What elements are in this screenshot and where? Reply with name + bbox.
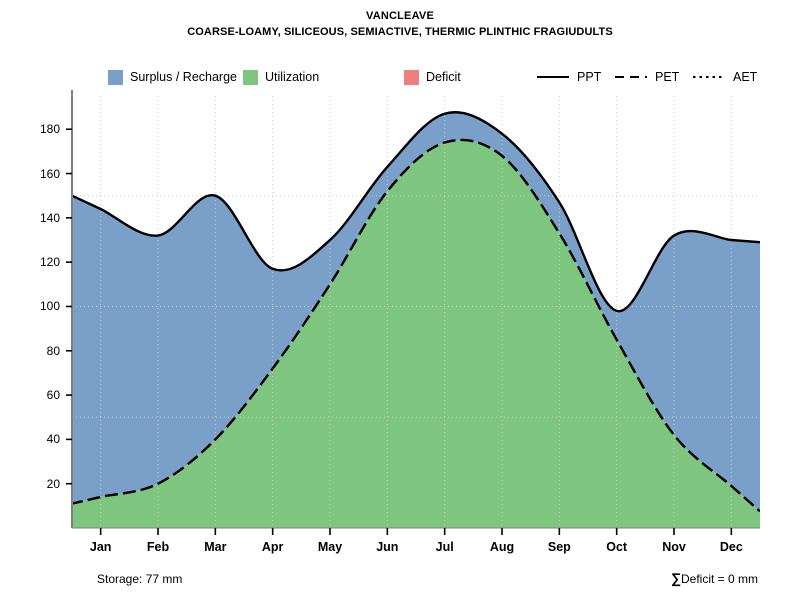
y-axis-tick: 180	[39, 122, 60, 137]
legend-item-aet: AET	[693, 66, 757, 88]
legend-label-pet: PET	[655, 70, 680, 84]
storage-note: Storage: 77 mm	[97, 572, 183, 586]
x-axis-tick: Jan	[89, 540, 112, 554]
ppt-line-icon	[537, 76, 569, 78]
x-axis-tick: Feb	[146, 540, 170, 554]
legend-item-pet: PET	[615, 66, 679, 88]
x-axis-tick: Mar	[204, 540, 227, 554]
x-axis-tick: Aug	[489, 540, 515, 554]
legend-label-ppt: PPT	[577, 70, 602, 84]
pet-line-icon	[615, 76, 647, 78]
legend-item-utilization: Utilization	[243, 66, 319, 88]
sigma-icon: ∑	[671, 570, 681, 586]
deficit-note-text: Deficit = 0 mm	[680, 572, 758, 586]
legend-label-surplus: Surplus / Recharge	[130, 70, 238, 84]
chart-title-line1: VANCLEAVE	[365, 10, 434, 22]
y-axis-tick: 160	[39, 166, 60, 181]
legend-swatch-deficit	[404, 69, 419, 85]
chart-subtitle: COARSE-LOAMY, SILICEOUS, SEMIACTIVE, THE…	[187, 26, 613, 38]
legend-label-deficit: Deficit	[426, 70, 461, 84]
y-axis-tick: 40	[46, 432, 60, 447]
x-axis-tick: May	[317, 540, 343, 554]
legend-item-deficit: Deficit	[404, 66, 461, 88]
deficit-note: ∑Deficit = 0 mm	[671, 570, 758, 586]
y-axis-tick: 20	[46, 476, 60, 491]
legend-item-surplus: Surplus / Recharge	[108, 66, 237, 88]
legend-label-utilization: Utilization	[265, 70, 320, 84]
chart-legend: Surplus / Recharge Utilization Deficit P…	[0, 66, 800, 88]
legend-item-ppt: PPT	[537, 66, 601, 88]
legend-swatch-utilization	[243, 69, 258, 85]
x-axis-tick: Nov	[662, 540, 686, 554]
chart-title: VANCLEAVE COARSE-LOAMY, SILICEOUS, SEMIA…	[0, 8, 800, 40]
x-axis-tick: Sep	[547, 540, 571, 554]
y-axis-tick: 60	[46, 388, 60, 403]
y-axis-tick: 100	[39, 299, 60, 314]
y-axis-tick: 120	[39, 255, 60, 270]
x-axis-tick: Jul	[435, 540, 454, 554]
x-axis-tick: Apr	[261, 540, 284, 554]
x-axis-tick: Dec	[719, 540, 743, 554]
x-axis-tick: Jun	[376, 540, 399, 554]
x-axis-tick: Oct	[606, 540, 628, 554]
aet-line-icon	[693, 76, 725, 78]
legend-label-aet: AET	[733, 70, 758, 84]
legend-swatch-surplus	[108, 69, 123, 85]
y-axis-tick: 140	[39, 210, 60, 225]
y-axis-tick: 80	[46, 343, 60, 358]
